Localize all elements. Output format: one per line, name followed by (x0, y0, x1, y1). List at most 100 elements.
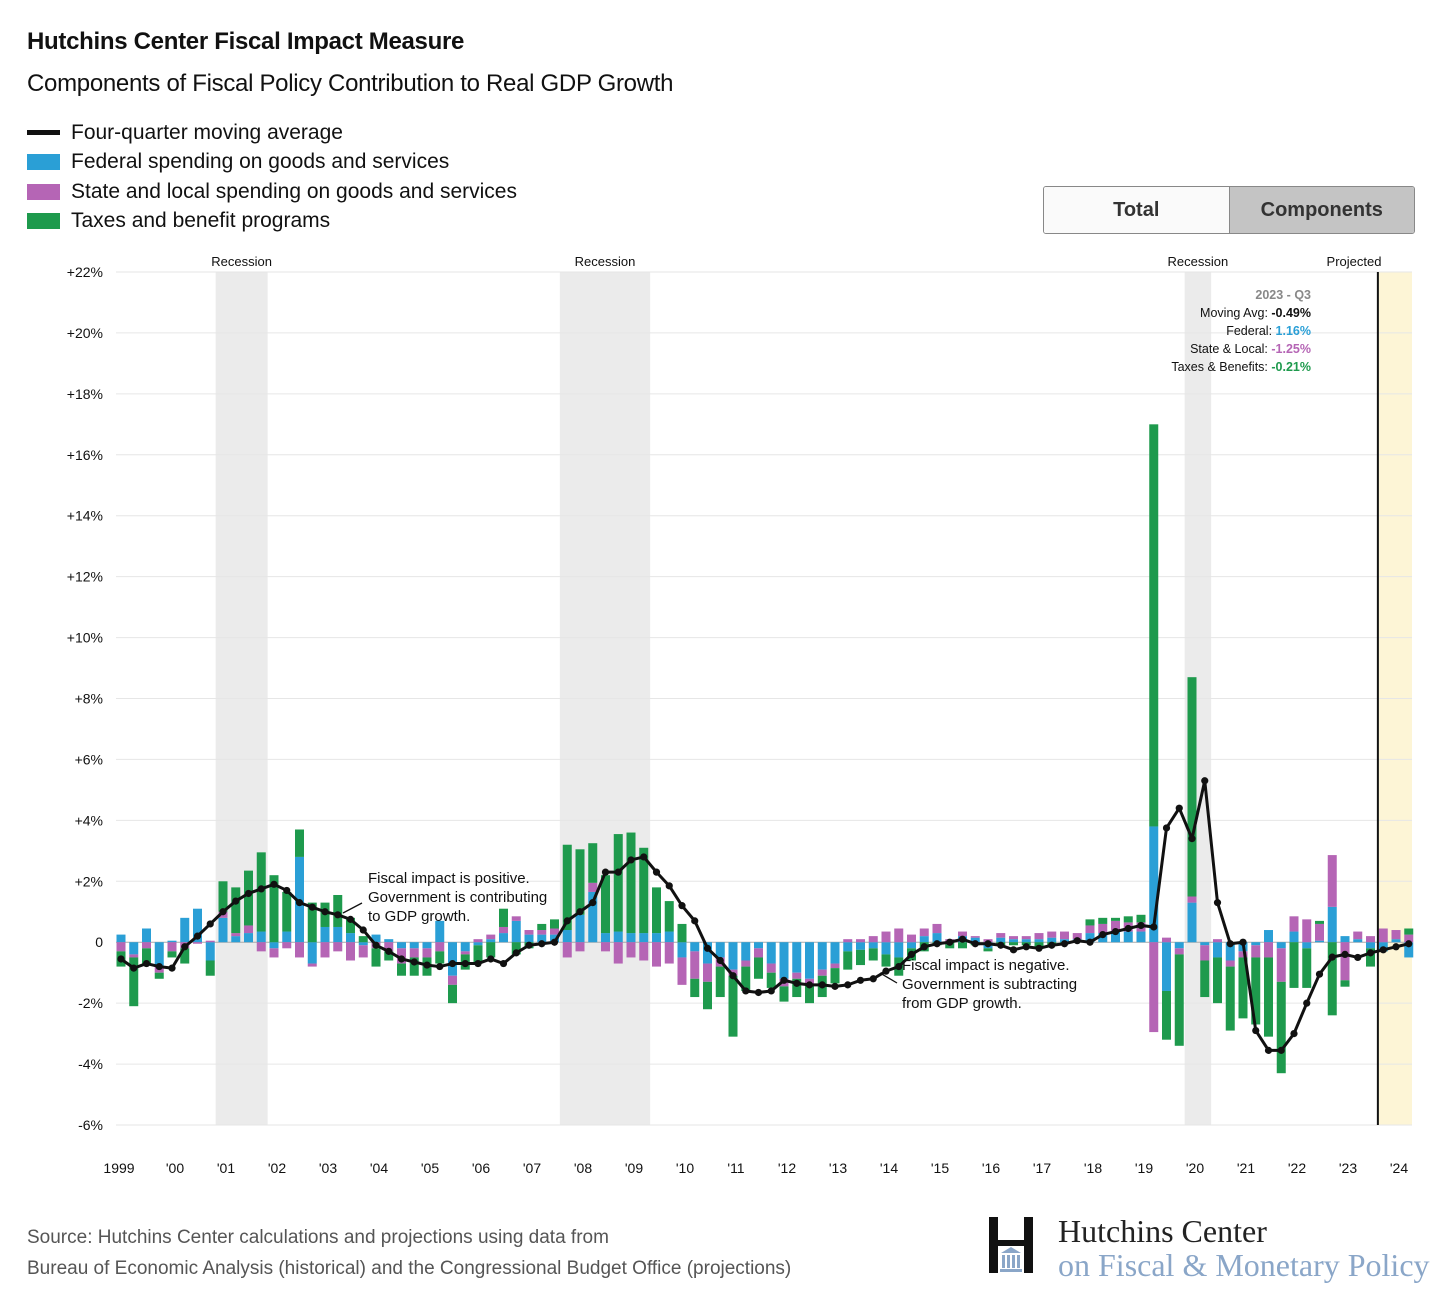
bar-segment (970, 936, 980, 938)
bar-segment (1034, 939, 1044, 943)
bar-segment (703, 942, 712, 964)
bar-segment (1404, 942, 1414, 958)
bar-segment (205, 960, 215, 976)
bar-segment (1264, 942, 1273, 958)
moving-average-point (984, 940, 992, 948)
x-tick-label: '17 (1033, 1160, 1051, 1176)
y-tick-label: +14% (67, 508, 103, 524)
bar-segment (613, 931, 623, 943)
bar-segment (448, 975, 457, 985)
moving-average-point (244, 889, 253, 898)
bar-segment (1187, 896, 1197, 903)
moving-average-point (283, 886, 291, 895)
legend-item-federal[interactable]: Federal spending on goods and services (27, 148, 517, 178)
bar-segment (537, 923, 547, 931)
bar-segment (1162, 942, 1171, 991)
legend-label: Four-quarter moving average (71, 120, 343, 144)
annotation-pointer (879, 972, 898, 984)
legend-item-taxes[interactable]: Taxes and benefit programs (27, 207, 517, 237)
bar-segment (1021, 939, 1031, 943)
bar-segment (422, 948, 432, 958)
bar-segment (690, 978, 700, 998)
y-tick-label: +2% (75, 873, 103, 889)
view-toggle: Total Components (1043, 186, 1415, 234)
moving-average-point (117, 955, 125, 963)
x-tick-label: '05 (421, 1160, 439, 1176)
chart-title: Hutchins Center Fiscal Impact Measure (27, 28, 465, 55)
bar-segment (575, 849, 585, 915)
bar-segment (677, 942, 687, 958)
bar-segment (601, 875, 610, 934)
bar-segment (1162, 990, 1171, 1040)
bar-segment (180, 917, 190, 943)
bar-segment (1123, 916, 1133, 923)
moving-average-point (295, 899, 304, 907)
bar-segment (1174, 954, 1184, 1046)
bar-segment (1327, 906, 1337, 943)
bar-segment (1047, 931, 1057, 938)
bar-segment (1302, 942, 1312, 949)
moving-average-point (614, 868, 622, 876)
bar-segment (1085, 919, 1095, 926)
moving-average-point (729, 972, 737, 980)
bar-segment (1264, 930, 1273, 943)
moving-average-point (856, 976, 865, 984)
bar-segment (1315, 920, 1324, 924)
bar-segment (460, 942, 470, 952)
bar-segment (830, 963, 840, 969)
moving-average-point (193, 932, 202, 940)
bar-segment (371, 934, 381, 943)
bar-segment (499, 933, 508, 943)
bar-segment (550, 919, 559, 929)
bar-segment (129, 957, 139, 1007)
moving-average-point (805, 981, 814, 989)
bar-segment (1174, 942, 1184, 949)
y-tick-label: +12% (67, 569, 103, 585)
bar-segment (486, 939, 496, 943)
y-tick-label: -4% (78, 1056, 103, 1072)
source-line-2: Bureau of Economic Analysis (historical)… (27, 1258, 792, 1279)
bar-segment (244, 870, 253, 926)
moving-average-point (448, 959, 457, 968)
bar-segment (409, 942, 419, 949)
components-button[interactable]: Components (1229, 187, 1414, 233)
moving-average-point (1099, 930, 1107, 939)
bar-segment (562, 844, 572, 931)
bar-segment (524, 930, 534, 935)
recession-label: Recession (211, 254, 272, 269)
tooltip-label: Moving Avg: (1200, 306, 1271, 320)
legend-item-moving-average[interactable]: Four-quarter moving average (27, 118, 517, 148)
bar-segment (1366, 942, 1375, 949)
bar-segment (1187, 902, 1197, 943)
bar-segment (244, 933, 253, 943)
moving-average-point (691, 917, 699, 925)
moving-average-point (1366, 949, 1375, 957)
annotation-negative-line: Government is subtracting (902, 976, 1077, 993)
bar-segment (1111, 920, 1120, 932)
bar-segment (358, 936, 368, 943)
bar-segment (142, 928, 151, 943)
moving-average-point (270, 880, 278, 888)
recession-label: Recession (1168, 254, 1229, 269)
moving-average-point (933, 940, 941, 948)
annotation-positive-line: Fiscal impact is positive. (368, 870, 530, 887)
x-tick-label: '16 (982, 1160, 1000, 1176)
bar-segment (1200, 942, 1210, 946)
y-tick-label: +6% (75, 751, 103, 767)
bar-segment (333, 926, 343, 943)
bar-segment (1162, 937, 1171, 943)
bar-segment (1085, 925, 1095, 934)
bar-segment (601, 933, 610, 943)
legend-item-state-local[interactable]: State and local spending on goods and se… (27, 177, 517, 207)
bar-segment (1021, 936, 1031, 940)
bar-segment (1276, 948, 1286, 982)
moving-average-point (1252, 1026, 1260, 1035)
bar-segment (1391, 939, 1401, 943)
bar-segment (422, 942, 432, 949)
bar-segment (409, 948, 419, 958)
x-tick-label: '02 (268, 1160, 286, 1176)
bar-segment (1200, 945, 1210, 961)
bar-segment (1251, 945, 1261, 958)
total-button[interactable]: Total (1044, 187, 1230, 233)
y-tick-label: +10% (67, 630, 103, 646)
